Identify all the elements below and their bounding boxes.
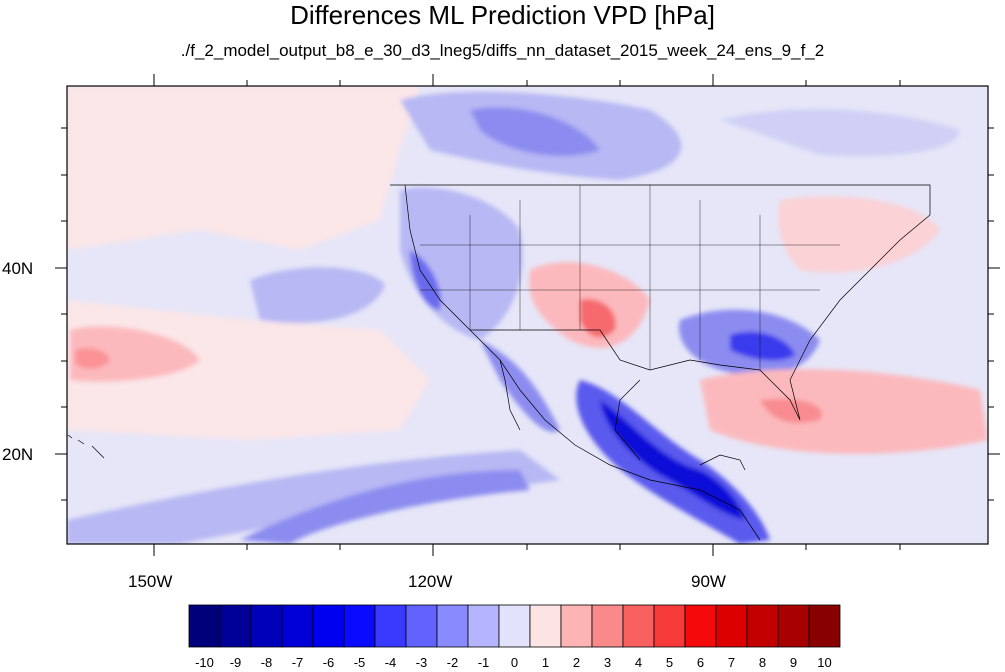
colorbar-label: 4 xyxy=(634,655,643,670)
colorbar-swatch xyxy=(777,604,810,648)
lat-label-40n: 40N xyxy=(2,259,34,278)
colorbar-label: 7 xyxy=(727,655,736,670)
colorbar-swatch xyxy=(188,604,221,648)
colorbar-label: 6 xyxy=(696,655,705,670)
colorbar-swatch xyxy=(715,604,748,648)
colorbar xyxy=(188,604,841,648)
colorbar-swatch xyxy=(808,604,841,648)
colorbar-swatch xyxy=(405,604,438,648)
colorbar-swatch xyxy=(467,604,500,648)
colorbar-label: -7 xyxy=(291,655,304,670)
colorbar-label: -1 xyxy=(477,655,490,670)
lon-label-120w: 120W xyxy=(408,572,453,591)
colorbar-swatch xyxy=(622,604,655,648)
lon-label-150w: 150W xyxy=(128,572,173,591)
colorbar-swatch xyxy=(591,604,624,648)
colorbar-swatch xyxy=(684,604,717,648)
colorbar-swatch xyxy=(746,604,779,648)
colorbar-swatch xyxy=(281,604,314,648)
map-title: Differences ML Prediction VPD [hPa] xyxy=(290,0,715,30)
map-subtitle: ./f_2_model_output_b8_e_30_d3_lneg5/diff… xyxy=(180,41,825,60)
colorbar-label: -6 xyxy=(322,655,335,670)
colorbar-swatch xyxy=(250,604,283,648)
colorbar-swatch xyxy=(312,604,345,648)
colorbar-label: -3 xyxy=(415,655,428,670)
colorbar-label: -5 xyxy=(353,655,366,670)
colorbar-swatch xyxy=(219,604,252,648)
vpd-difference-field xyxy=(67,86,988,544)
colorbar-swatch xyxy=(343,604,376,648)
colorbar-swatch xyxy=(560,604,593,648)
colorbar-label: 5 xyxy=(665,655,674,670)
colorbar-label: 9 xyxy=(789,655,798,670)
colorbar-label: -10 xyxy=(195,655,214,670)
colorbar-swatch xyxy=(653,604,686,648)
lat-label-20n: 20N xyxy=(2,445,34,464)
colorbar-label: 1 xyxy=(541,655,550,670)
colorbar-swatch xyxy=(436,604,469,648)
colorbar-label: -2 xyxy=(446,655,459,670)
colorbar-label: -9 xyxy=(229,655,242,670)
colorbar-label: -4 xyxy=(384,655,397,670)
colorbar-label: 3 xyxy=(603,655,612,670)
colorbar-label: -8 xyxy=(260,655,273,670)
colorbar-label: 0 xyxy=(510,655,519,670)
lat-ticks xyxy=(55,127,1000,501)
lon-ticks xyxy=(153,74,901,556)
colorbar-label: 2 xyxy=(572,655,581,670)
colorbar-label: 8 xyxy=(758,655,767,670)
colorbar-swatch xyxy=(498,604,531,648)
colorbar-label: 10 xyxy=(817,655,832,670)
lon-label-90w: 90W xyxy=(691,572,726,591)
colorbar-swatch xyxy=(374,604,407,648)
colorbar-swatch xyxy=(529,604,562,648)
